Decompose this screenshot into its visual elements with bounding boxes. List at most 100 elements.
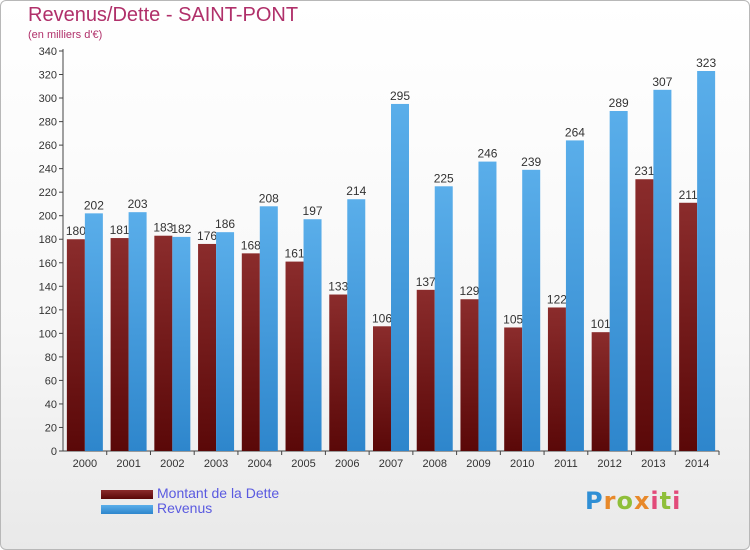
bar-dette (154, 235, 173, 451)
logo-letter: P (585, 487, 604, 515)
y-tick-label: 320 (39, 70, 57, 82)
legend-label-dette: Montant de la Dette (157, 485, 280, 501)
bar-dette (110, 238, 129, 451)
data-label-revenus: 295 (390, 89, 410, 103)
bar-dette (635, 179, 654, 451)
data-label-revenus: 182 (171, 222, 191, 236)
y-tick-label: 180 (39, 234, 57, 246)
data-label-dette: 101 (591, 317, 611, 331)
data-label-dette: 133 (328, 280, 348, 294)
bar-revenus (434, 186, 453, 451)
bar-revenus (391, 103, 409, 452)
logo-letter: r (603, 487, 617, 515)
bar-revenus (303, 219, 322, 451)
x-tick-label: 2003 (204, 458, 228, 470)
y-tick-label: 340 (39, 46, 57, 58)
data-label-dette: 183 (153, 221, 173, 235)
y-tick-label: 200 (39, 211, 57, 223)
bar-dette (285, 261, 304, 451)
y-tick-label: 160 (39, 258, 57, 270)
y-tick-label: 40 (45, 399, 57, 411)
logo-letter: x (633, 487, 651, 515)
bar-revenus (347, 199, 366, 451)
bar-dette (679, 202, 698, 451)
y-tick-label: 60 (45, 375, 57, 387)
y-tick-label: 120 (39, 305, 57, 317)
y-tick-label: 100 (39, 328, 57, 340)
x-tick-label: 2000 (73, 458, 97, 470)
x-tick-label: 2009 (466, 458, 490, 470)
x-tick-label: 2004 (248, 458, 272, 470)
x-tick-label: 2013 (641, 458, 665, 470)
bar-revenus (259, 206, 278, 451)
y-tick-label: 20 (45, 422, 57, 434)
x-tick-label: 2006 (335, 458, 359, 470)
data-label-revenus: 203 (128, 197, 148, 211)
x-tick-label: 2012 (597, 458, 621, 470)
data-label-revenus: 289 (609, 96, 629, 110)
data-label-revenus: 264 (565, 125, 585, 139)
data-label-dette: 105 (503, 312, 523, 326)
chart-subtitle: (en milliers d'€) (28, 29, 103, 41)
y-tick-label: 220 (39, 187, 57, 199)
bar-dette (66, 239, 85, 451)
data-label-revenus: 208 (259, 191, 279, 205)
x-tick-label: 2007 (379, 458, 403, 470)
bar-revenus (84, 213, 103, 451)
bar-revenus (216, 232, 235, 451)
bar-revenus (478, 161, 497, 451)
bar-dette (198, 243, 217, 451)
bar-dette (329, 294, 348, 451)
data-label-revenus: 197 (303, 204, 323, 218)
y-tick-label: 260 (39, 140, 57, 152)
data-label-dette: 211 (679, 188, 698, 202)
bar-revenus (609, 111, 628, 451)
logo-letter: i (650, 487, 660, 515)
bar-revenus (565, 140, 584, 452)
data-label-revenus: 202 (84, 198, 104, 212)
bar-dette (460, 299, 479, 451)
bar-dette (373, 326, 391, 451)
x-tick-label: 2001 (116, 458, 140, 470)
data-label-revenus: 323 (696, 56, 716, 70)
bar-dette (416, 289, 435, 451)
logo-letter: t (659, 487, 673, 515)
data-label-dette: 122 (547, 292, 567, 306)
data-label-revenus: 307 (652, 75, 672, 89)
data-label-dette: 137 (416, 275, 436, 289)
data-label-revenus: 225 (434, 171, 454, 185)
data-label-dette: 181 (110, 223, 130, 237)
data-label-dette: 180 (66, 224, 86, 238)
data-label-dette: 106 (372, 311, 392, 325)
data-label-dette: 231 (634, 164, 654, 178)
bar-revenus (697, 71, 716, 451)
data-label-revenus: 239 (521, 155, 541, 169)
plot-area: 0 20 40 60 80 100 120 140 160 180 200 220 240 260 280 3… (39, 46, 720, 470)
bar-revenus (128, 212, 147, 451)
bar-dette (591, 332, 610, 451)
bar-revenus (653, 89, 672, 451)
y-tick-label: 80 (45, 352, 57, 364)
legend-swatch-revenus (101, 505, 153, 514)
x-tick-label: 2011 (554, 458, 578, 470)
y-tick-label: 240 (39, 164, 57, 176)
data-label-dette: 129 (459, 284, 479, 298)
data-label-revenus: 186 (215, 217, 235, 231)
y-tick-label: 300 (39, 93, 57, 105)
data-label-dette: 176 (197, 229, 217, 243)
bar-dette (547, 307, 566, 451)
x-tick-label: 2014 (685, 458, 709, 470)
data-label-dette: 161 (285, 247, 305, 261)
data-label-dette: 168 (241, 238, 261, 252)
y-tick-label: 280 (39, 117, 57, 129)
x-tick-label: 2002 (160, 458, 184, 470)
bar-dette (241, 253, 260, 451)
x-tick-label: 2010 (510, 458, 534, 470)
data-label-revenus: 214 (346, 184, 366, 198)
legend-swatch-dette (101, 490, 153, 499)
y-tick-label: 140 (39, 281, 57, 293)
bar-dette (504, 327, 523, 451)
logo-letter: o (616, 487, 634, 515)
bar-revenus (522, 169, 541, 451)
